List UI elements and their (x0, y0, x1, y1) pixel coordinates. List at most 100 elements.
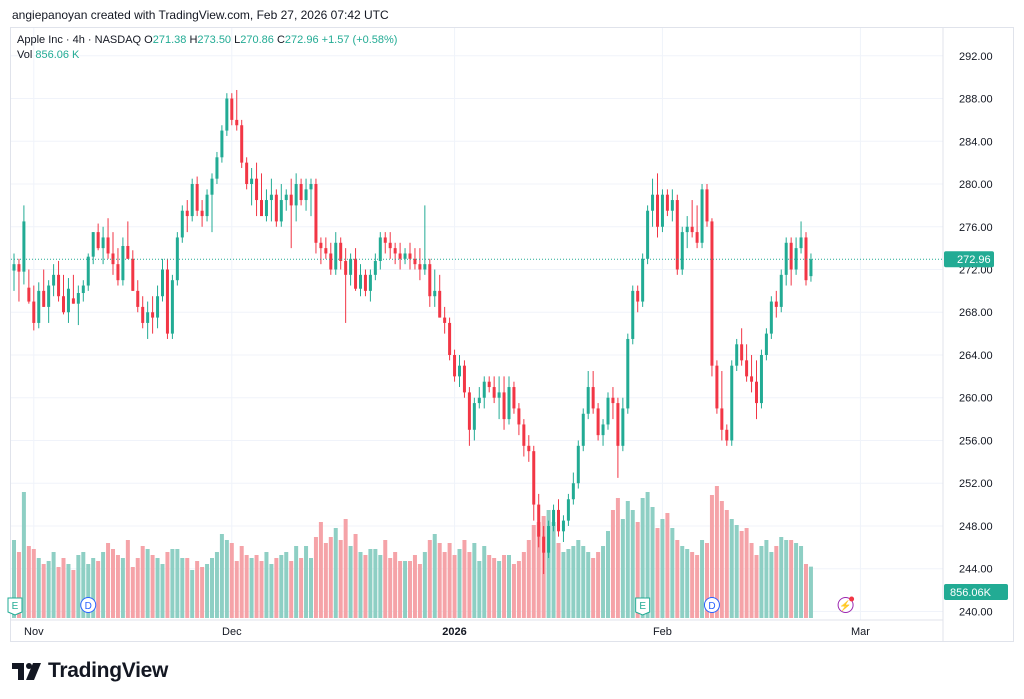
candle-body (482, 381, 486, 398)
candle-body (487, 381, 491, 388)
candle-body (245, 162, 249, 185)
volume-bar (779, 537, 784, 618)
volume-bar (398, 561, 403, 618)
legend-close-label: C (276, 34, 285, 46)
candle-body (680, 232, 684, 270)
volume-bar (511, 564, 516, 618)
candle-body (141, 306, 145, 323)
candle-body (497, 392, 501, 398)
volume-bar (645, 492, 650, 618)
candle-body (339, 242, 343, 261)
price-tick-label: 248.00 (959, 521, 993, 533)
candle-body (413, 258, 417, 265)
volume-bar (101, 552, 106, 618)
volume-bar (576, 540, 581, 618)
candle-body (319, 242, 323, 249)
volume-bar (556, 543, 561, 618)
candle-body (656, 194, 659, 227)
candle-body (458, 365, 461, 377)
volume-bar (507, 555, 511, 618)
volume-bar (373, 549, 378, 618)
candle-body (76, 293, 80, 304)
candle-body (596, 408, 600, 436)
legend-low-value: 270.86 (240, 34, 274, 46)
candle-body (230, 98, 234, 120)
candle-body (720, 408, 724, 430)
chart-legend: Apple Inc · 4h · NASDAQ O271.38 H273.50 … (17, 33, 397, 63)
volume-bar (313, 537, 318, 618)
candle-body (363, 274, 367, 291)
candle-body (606, 397, 610, 425)
volume-bar (442, 552, 447, 618)
volume-bar (610, 510, 615, 618)
candle-body (294, 184, 298, 206)
candle-body (660, 194, 664, 227)
candle-body (561, 520, 565, 532)
candle-body (462, 365, 466, 393)
volume-bar (284, 552, 289, 618)
volume-bar (269, 564, 274, 618)
candle-body (215, 157, 219, 179)
volume-bar (784, 540, 789, 618)
time-axis: Nov Dec 2026 Feb Mar (24, 626, 870, 638)
candle-body (522, 424, 526, 446)
candles (12, 89, 813, 575)
volume-bar (165, 552, 170, 618)
candle-body (641, 258, 645, 302)
volume-bar (41, 564, 46, 618)
price-axis: 292.00 288.00 284.00 280.00 276.00 272.00 268.… (11, 28, 1008, 641)
volume-bar (214, 552, 219, 618)
volume-bar (130, 567, 135, 618)
volume-bar (427, 540, 432, 618)
volume-bar (26, 546, 31, 618)
split-marker-dot (849, 596, 855, 602)
time-tick-label: Dec (222, 626, 242, 638)
candle-body (220, 130, 224, 158)
candle-body (373, 260, 377, 275)
volume-bar (46, 561, 51, 618)
candle-body (175, 237, 179, 281)
candle-body (433, 290, 437, 297)
volume-bar (670, 528, 675, 618)
legend-high-label: H (189, 34, 198, 46)
volume-bar (393, 552, 398, 618)
volume-bar (91, 558, 96, 618)
legend-open-label: O (144, 34, 153, 46)
volume-bar (348, 546, 353, 618)
volume-bar (606, 531, 610, 618)
candle-body (354, 258, 358, 289)
volume-bar (368, 549, 373, 618)
legend-low-label: L (234, 34, 241, 46)
volume-bar (205, 564, 210, 618)
volume-bar (86, 564, 91, 618)
candle-body (517, 408, 521, 425)
volume-bar (180, 558, 185, 618)
volume-bar (551, 522, 556, 618)
candle-body (27, 287, 31, 302)
volume-bar (111, 549, 115, 618)
candle-body (12, 264, 16, 271)
earnings-marker (635, 597, 651, 616)
candle-body (37, 290, 41, 323)
price-tick-label: 280.00 (959, 179, 993, 191)
last-price-badge (944, 251, 994, 268)
candle-body (750, 376, 754, 382)
volume-bar (794, 543, 799, 618)
price-tick-label: 276.00 (959, 222, 993, 234)
candle-body (631, 290, 635, 339)
volume-bar (343, 519, 348, 618)
candle-body (334, 242, 338, 270)
event-marker-label: ⚡ (839, 599, 851, 612)
tradingview-logo[interactable]: TradingView (12, 659, 168, 683)
volume-bar (190, 570, 195, 618)
volume-bar (635, 522, 640, 618)
volume-bar (61, 558, 66, 618)
volume-bar (437, 543, 442, 618)
volume-bar (363, 555, 368, 618)
grid (11, 28, 943, 620)
volume-bar (56, 567, 61, 618)
candle-body (576, 445, 580, 484)
volume-bar (264, 552, 269, 618)
volume-bar (106, 543, 111, 618)
